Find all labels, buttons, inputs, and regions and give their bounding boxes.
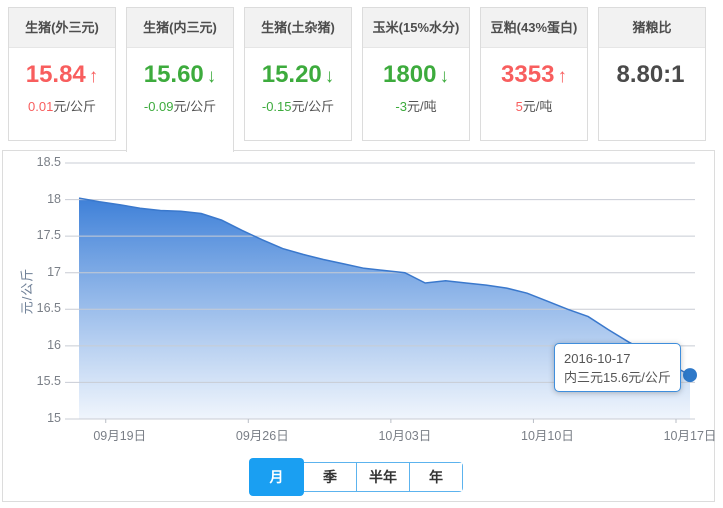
card-value: 15.20 [261,61,322,88]
y-tick-label: 15.5 [36,374,61,389]
card-title: 生猪(外三元) [9,8,115,48]
y-tick-label: 15 [47,411,61,425]
area-fill [79,198,690,419]
card-change: -0.15元/公斤 [261,99,335,114]
trend-arrow-icon: ↑ [88,66,99,87]
card-pig-inner-three[interactable]: 生猪(内三元) 15.60 ↓ -0.09元/公斤 [126,7,234,152]
card-value: 15.60 [143,61,204,88]
card-change: -0.09元/公斤 [143,99,217,114]
x-tick-label: 10月10日 [521,429,574,443]
tab-year[interactable]: 年 [409,463,462,491]
card-value: 1800 [383,61,437,88]
card-value: 8.80:1 [616,61,685,88]
card-title: 生猪(土杂猪) [245,8,351,48]
card-change: -3元/吨 [395,99,437,114]
tab-quarter[interactable]: 季 [303,463,356,491]
price-chart-panel: 元/公斤 15 15.5 16 16.5 17 17.5 18 18.5 09月19日 09月2… [2,150,716,503]
y-tick-label: 16 [47,337,61,352]
tooltip-date: 2016-10-17 [564,351,631,366]
last-point-dot [683,368,697,383]
card-title: 猪粮比 [599,8,705,48]
x-tick-label: 10月17日 [663,429,717,443]
card-change: 5元/吨 [515,99,553,114]
x-tick-label: 10月03日 [378,429,432,443]
tooltip-value: 内三元15.6元/公斤 [564,370,671,385]
card-pig-grain-ratio[interactable]: 猪粮比 8.80:1 [598,7,706,141]
card-title: 玉米(15%水分) [363,8,469,48]
y-tick-label: 17 [47,264,61,279]
price-area-chart[interactable] [3,151,716,503]
price-line [78,197,691,376]
y-tick-label: 16.5 [36,301,61,316]
x-tick-label: 09月19日 [93,429,147,443]
trend-arrow-icon: ↓ [324,66,335,87]
card-title: 豆粕(43%蛋白) [481,8,587,48]
trend-arrow-icon: ↓ [206,66,217,87]
y-tick-label: 17.5 [36,228,61,243]
card-pig-outer-three[interactable]: 生猪(外三元) 15.84 ↑ 0.01元/公斤 [8,7,116,141]
card-soybean-meal[interactable]: 豆粕(43%蛋白) 3353 ↑ 5元/吨 [480,7,588,141]
chart-tooltip: 2016-10-17 内三元15.6元/公斤 [554,343,681,392]
tab-month[interactable]: 月 [250,459,303,495]
x-tick-label: 09月26日 [235,429,289,443]
card-corn[interactable]: 玉米(15%水分) 1800 ↓ -3元/吨 [362,7,470,141]
time-range-tab-group: 月 季 半年 年 [249,459,463,495]
y-tick-label: 18 [47,191,61,206]
card-change: 0.01元/公斤 [28,99,96,114]
card-value: 15.84 [25,61,86,88]
card-value: 3353 [501,61,555,88]
y-tick-label: 18.5 [36,155,61,169]
price-ticker-row: 生猪(外三元) 15.84 ↑ 0.01元/公斤 生猪(内三元) 15.60 ↓ -… [8,7,706,152]
trend-arrow-icon: ↑ [557,66,567,87]
card-title: 生猪(内三元) [127,8,233,48]
trend-arrow-icon: ↓ [439,66,449,87]
card-pig-mixed[interactable]: 生猪(土杂猪) 15.20 ↓ -0.15元/公斤 [244,7,352,141]
tab-half-year[interactable]: 半年 [356,463,409,491]
